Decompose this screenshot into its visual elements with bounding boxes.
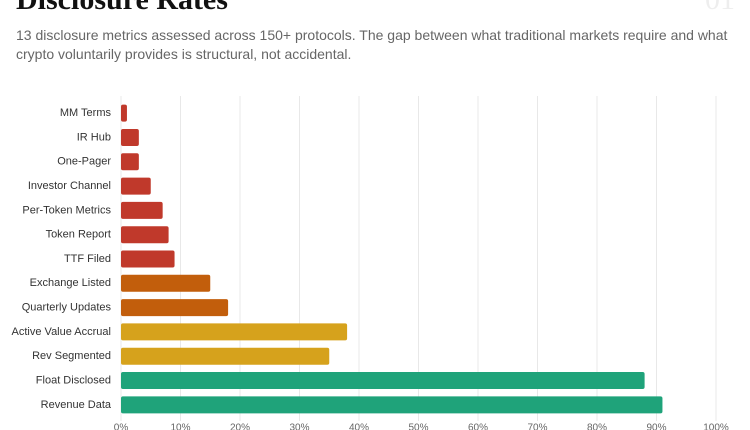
chart-subtitle: 13 disclosure metrics assessed across 15… <box>16 27 728 62</box>
y-tick-label: Exchange Listed <box>30 277 111 289</box>
subtitle-box: 13 disclosure metrics assessed across 15… <box>16 27 728 62</box>
x-tick-label: 0% <box>114 423 129 430</box>
bar <box>121 201 163 219</box>
bar <box>121 226 169 244</box>
y-tick-label: Revenue Data <box>41 399 112 411</box>
y-tick-label: TTF Filed <box>64 253 111 265</box>
x-tick-label: 90% <box>646 423 666 430</box>
x-tick-label: 20% <box>230 423 250 430</box>
bar <box>121 347 330 365</box>
bar <box>121 274 211 292</box>
y-tick-label: Token Report <box>46 229 111 241</box>
section-number: 01 <box>705 0 735 16</box>
bar <box>121 177 151 195</box>
y-tick-label: Float Disclosed <box>36 374 111 386</box>
bar <box>121 128 139 146</box>
bar <box>121 299 229 317</box>
y-tick-label: Quarterly Updates <box>22 302 112 314</box>
bar <box>121 323 348 341</box>
y-tick-label: Rev Segmented <box>32 350 111 362</box>
x-tick-label: 30% <box>289 423 309 430</box>
bar <box>121 153 139 171</box>
bar <box>121 250 175 268</box>
x-tick-label: 70% <box>527 423 547 430</box>
bar <box>121 372 645 390</box>
y-tick-label: Active Value Accrual <box>12 326 111 338</box>
bar <box>121 396 663 414</box>
y-tick-label: MM Terms <box>60 107 112 119</box>
x-tick-label: 50% <box>408 423 428 430</box>
x-tick-label: 60% <box>468 423 488 430</box>
y-tick-label: IR Hub <box>77 131 111 143</box>
bar <box>121 104 127 122</box>
x-tick-label: 80% <box>587 423 607 430</box>
y-tick-label: One-Pager <box>57 156 111 168</box>
x-tick-label: 100% <box>703 423 729 430</box>
y-tick-label: Per-Token Metrics <box>22 204 111 216</box>
x-tick-label: 40% <box>349 423 369 430</box>
y-tick-label: Investor Channel <box>28 180 111 192</box>
x-tick-label: 10% <box>170 423 190 430</box>
chart-title: Disclosure Rates <box>16 0 228 16</box>
